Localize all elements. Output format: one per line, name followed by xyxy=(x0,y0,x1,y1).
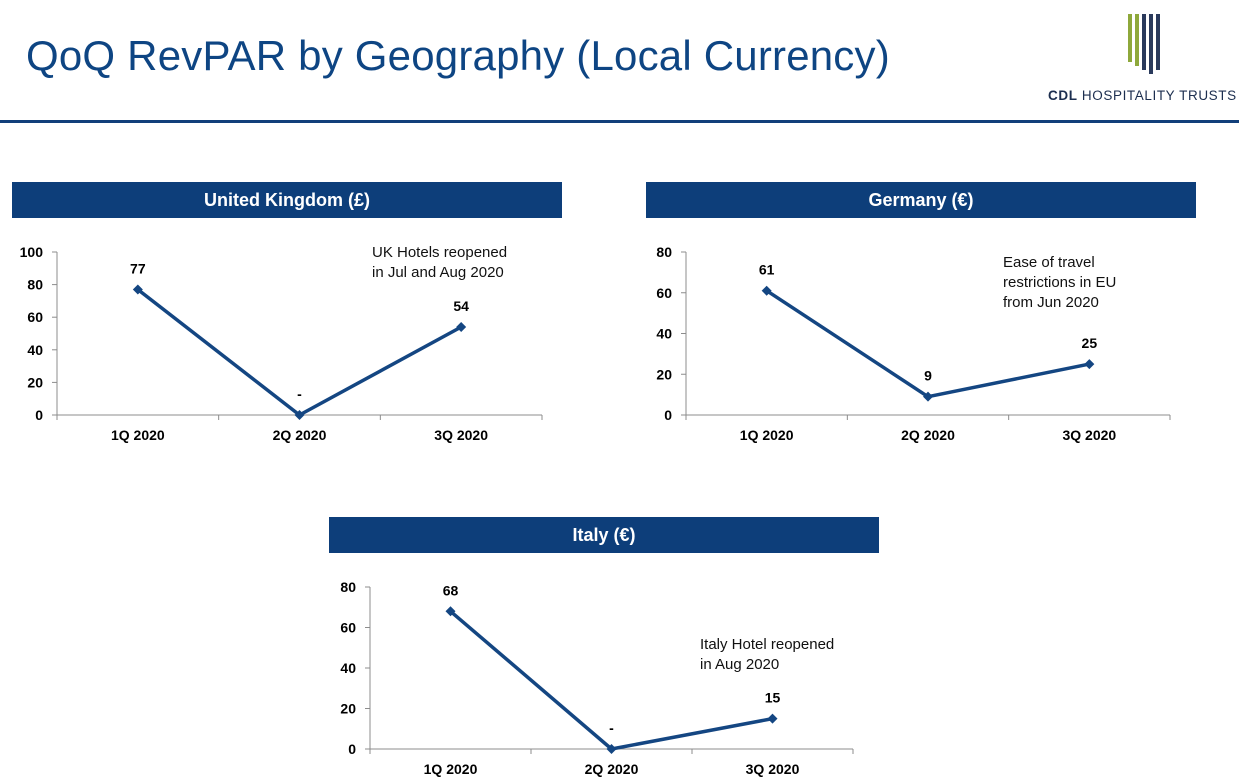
germany-y-tick-label: 60 xyxy=(656,285,672,301)
uk-data-label: - xyxy=(297,386,302,402)
italy-x-tick-label: 2Q 2020 xyxy=(585,761,639,777)
germany-x-tick-label: 3Q 2020 xyxy=(1062,427,1116,443)
italy-y-tick-label: 40 xyxy=(340,660,356,676)
italy-data-point xyxy=(445,606,456,617)
company-logo: CDL HOSPITALITY TRUSTS xyxy=(1040,8,1237,108)
italy-data-point xyxy=(606,744,617,754)
germany-y-tick-label: 40 xyxy=(656,326,672,342)
italy-annotation: Italy Hotel reopened in Aug 2020 xyxy=(700,636,835,673)
germany-y-tick-label: 20 xyxy=(656,366,672,382)
logo-text: CDL HOSPITALITY TRUSTS xyxy=(1048,88,1237,103)
uk-x-tick-label: 2Q 2020 xyxy=(273,427,327,443)
uk-x-tick-label: 1Q 2020 xyxy=(111,427,165,443)
germany-data-label: 9 xyxy=(924,368,932,384)
germany-x-tick-label: 2Q 2020 xyxy=(901,427,955,443)
logo-brand: CDL xyxy=(1048,88,1078,103)
germany-data-point xyxy=(1084,359,1095,370)
uk-y-tick-label: 40 xyxy=(27,342,43,358)
germany-y-tick-label: 0 xyxy=(664,407,672,423)
italy-y-tick-label: 20 xyxy=(340,701,356,717)
uk-data-point xyxy=(132,284,143,295)
italy-data-point xyxy=(767,713,778,724)
uk-y-tick-label: 80 xyxy=(27,277,43,293)
logo-bars-icon xyxy=(1128,14,1160,74)
germany-data-point xyxy=(923,391,933,402)
italy-y-tick-label: 0 xyxy=(348,741,356,757)
italy-data-label: 15 xyxy=(765,690,781,706)
germany-data-label: 61 xyxy=(759,262,775,278)
uk-chart-header: United Kingdom (£) xyxy=(12,182,562,218)
uk-y-tick-label: 60 xyxy=(27,309,43,325)
germany-data-point xyxy=(761,285,772,296)
germany-annotation: Ease of travel restrictions in EU from J… xyxy=(1003,254,1117,311)
germany-chart-header: Germany (€) xyxy=(646,182,1196,218)
uk-annotation: UK Hotels reopened in Jul and Aug 2020 xyxy=(372,244,508,281)
italy-y-tick-label: 80 xyxy=(340,579,356,595)
title-divider xyxy=(0,120,1239,123)
italy-y-tick-label: 60 xyxy=(340,620,356,636)
uk-data-point xyxy=(456,321,467,332)
logo-rest: HOSPITALITY TRUSTS xyxy=(1081,88,1237,103)
germany-data-label: 25 xyxy=(1082,335,1098,351)
italy-data-label: - xyxy=(609,720,614,736)
uk-y-tick-label: 100 xyxy=(20,244,44,260)
page-title: QoQ RevPAR by Geography (Local Currency) xyxy=(26,32,890,79)
italy-x-tick-label: 3Q 2020 xyxy=(746,761,800,777)
uk-data-point xyxy=(294,410,305,420)
uk-y-tick-label: 20 xyxy=(27,374,43,390)
italy-chart-header: Italy (€) xyxy=(329,517,879,553)
italy-data-label: 68 xyxy=(443,582,459,598)
italy-x-tick-label: 1Q 2020 xyxy=(424,761,478,777)
uk-data-label: 54 xyxy=(453,298,469,314)
uk-data-label: 77 xyxy=(130,260,146,276)
germany-x-tick-label: 1Q 2020 xyxy=(740,427,794,443)
uk-x-tick-label: 3Q 2020 xyxy=(434,427,488,443)
germany-y-tick-label: 80 xyxy=(656,244,672,260)
uk-y-tick-label: 0 xyxy=(35,407,43,423)
